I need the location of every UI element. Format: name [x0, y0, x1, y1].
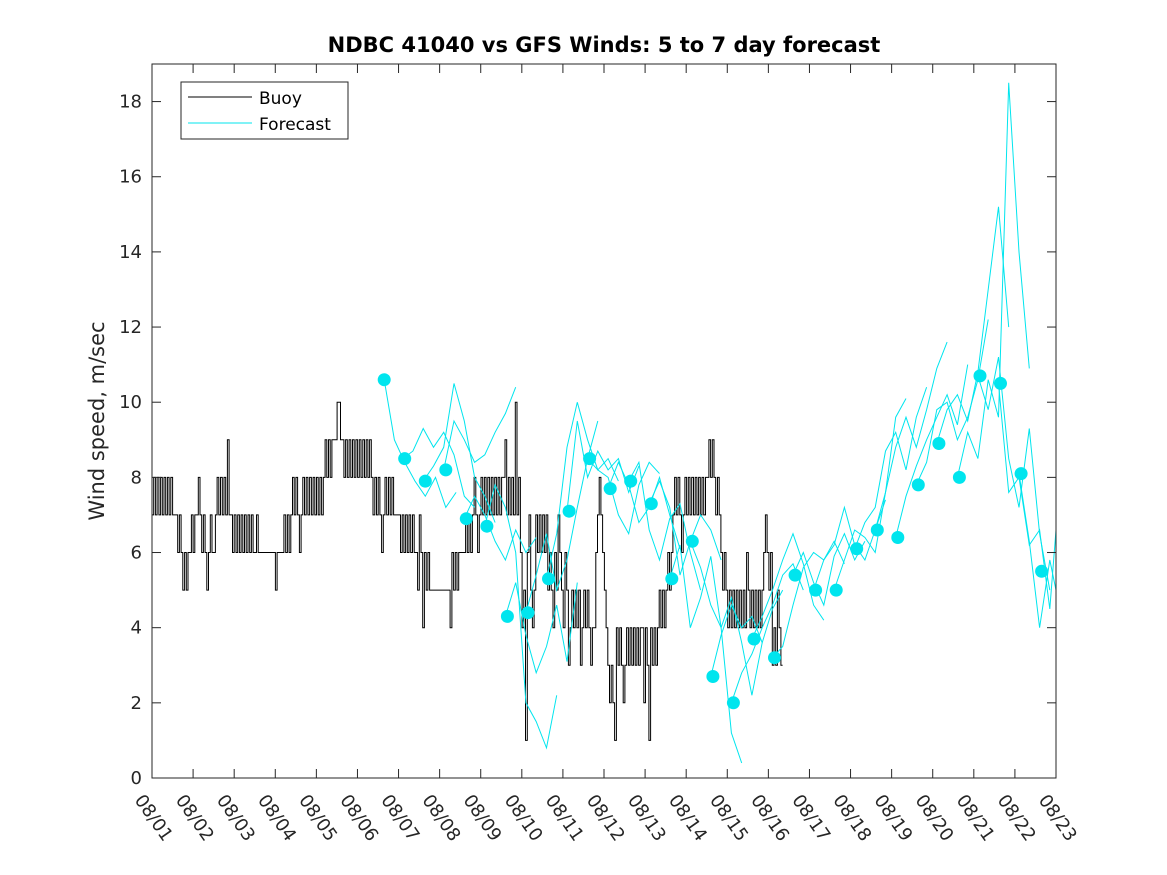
forecast-marker: [583, 452, 597, 466]
y-axis-label: Wind speed, m/sec: [85, 321, 109, 520]
forecast-marker: [911, 478, 925, 492]
forecast-marker: [665, 572, 679, 586]
forecast-marker: [1014, 467, 1028, 481]
legend-buoy-label: Buoy: [259, 89, 302, 109]
y-axis: 0 2 4 6 8 10 12 14 16 18: [119, 92, 1056, 789]
forecast-marker: [418, 474, 432, 488]
forecast-run-line: [463, 495, 537, 562]
y-tick-label: 14: [119, 242, 142, 263]
y-tick-label: 12: [119, 317, 142, 338]
y-tick-label: 0: [131, 768, 142, 789]
forecast-run-line: [751, 532, 825, 640]
forecast-marker: [809, 583, 823, 597]
forecast-run-line: [587, 458, 660, 536]
forecast-marker: [891, 531, 905, 544]
forecast-marker: [603, 482, 617, 496]
forecast-marker: [521, 606, 535, 620]
forecast-run-line: [833, 398, 907, 591]
forecast-marker: [932, 437, 946, 450]
forecast-marker: [377, 373, 391, 387]
forecast-marker: [480, 519, 494, 533]
forecast-run-line: [956, 82, 1030, 478]
forecast-run-line: [443, 387, 517, 471]
y-tick-label: 2: [131, 693, 142, 714]
forecast-marker: [973, 369, 987, 383]
forecast-run-line: [977, 357, 1051, 591]
forecast-marker: [768, 651, 781, 665]
legend-forecast-label: Forecast: [259, 115, 331, 135]
y-tick-label: 6: [131, 543, 142, 564]
forecast-run-line: [1018, 473, 1057, 628]
forecast-run-line: [772, 540, 845, 659]
forecast-run-line: [648, 479, 722, 576]
forecast-run-line: [669, 544, 743, 764]
forecast-marker: [788, 568, 802, 582]
forecast-run-line: [936, 206, 1010, 444]
forecast-marker: [706, 670, 720, 683]
chart-title: NDBC 41040 vs GFS Winds: 5 to 7 day fore…: [328, 33, 881, 57]
forecast-run-line: [402, 427, 475, 508]
y-tick-label: 8: [131, 467, 142, 488]
forecast-markers: [377, 369, 1049, 710]
forecast-run-line: [383, 379, 457, 509]
buoy-line: [152, 401, 783, 741]
y-tick-label: 4: [131, 618, 142, 639]
forecast-run-line: [607, 461, 681, 549]
forecast-marker: [439, 463, 453, 477]
y-tick-label: 10: [119, 392, 142, 413]
forecast-run-line: [504, 582, 578, 675]
forecast-marker: [500, 609, 514, 623]
forecast-marker: [562, 504, 576, 518]
forecast-marker: [542, 572, 555, 586]
forecast-run-line: [730, 562, 804, 703]
forecast-marker: [952, 470, 966, 484]
forecast-marker: [850, 542, 864, 556]
forecast-run-line: [484, 483, 558, 750]
plot-area: [152, 82, 1057, 764]
forecast-run-line: [710, 589, 784, 677]
forecast-run-line: [895, 364, 969, 538]
forecast-marker: [726, 696, 740, 710]
forecast-marker: [459, 512, 473, 526]
forecast-marker: [870, 523, 884, 537]
forecast-marker: [624, 474, 638, 488]
forecast-marker: [644, 497, 658, 511]
forecast-run-line: [915, 319, 989, 486]
y-tick-label: 18: [119, 92, 142, 113]
forecast-marker: [398, 452, 412, 466]
y-tick-label: 16: [119, 167, 142, 188]
forecast-marker: [1035, 564, 1049, 578]
forecast-run-line: [874, 341, 948, 531]
legend: Buoy Forecast: [180, 81, 349, 140]
legend-box: [180, 81, 349, 140]
forecast-marker: [829, 583, 843, 597]
buoy-series: [152, 401, 783, 741]
forecast-run-line: [689, 541, 763, 696]
forecast-run-line: [422, 383, 496, 523]
forecast-marker: [994, 376, 1007, 390]
forecast-run-line: [566, 420, 640, 512]
forecast-marker: [685, 534, 699, 548]
forecast-run-line: [546, 402, 619, 579]
forecast-run-line: [854, 387, 928, 549]
forecast-run-line: [792, 532, 866, 607]
forecast-marker: [747, 632, 761, 646]
